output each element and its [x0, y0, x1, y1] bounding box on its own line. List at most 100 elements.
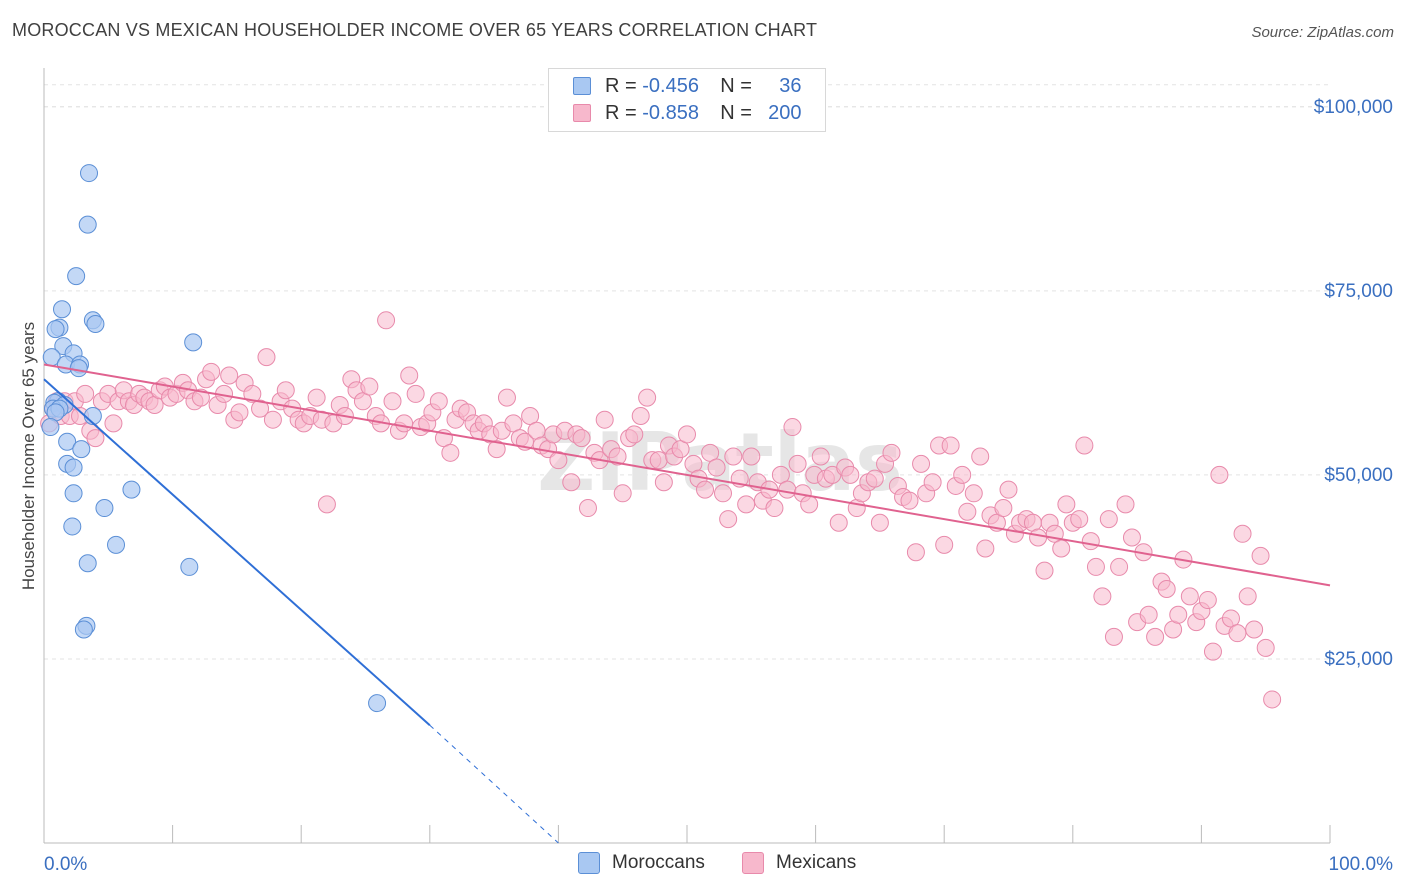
mexican-point [976, 539, 995, 558]
moroccan-point [122, 480, 141, 499]
mexican-point [935, 535, 954, 554]
y-tick-label: $100,000 [1314, 97, 1393, 118]
mexican-point [1029, 528, 1048, 547]
mexican-point [497, 388, 516, 407]
moroccan-point [72, 440, 91, 459]
mexican-point [86, 429, 105, 448]
mexican-point [549, 451, 568, 470]
moroccan-point [184, 333, 203, 352]
mexican-point [649, 451, 668, 470]
mexican-point [1110, 557, 1129, 576]
mexican-point [829, 513, 848, 532]
moroccan-point [58, 432, 77, 451]
mexican-point [1099, 510, 1118, 529]
moroccan-point [67, 267, 86, 286]
mexican-point [631, 407, 650, 426]
mexican-point [1139, 605, 1158, 624]
chart-title: MOROCCAN VS MEXICAN HOUSEHOLDER INCOME O… [12, 20, 818, 40]
mexican-point [1104, 627, 1123, 646]
mexican-point [1238, 587, 1257, 606]
mexican-point [1070, 510, 1089, 529]
mexican-point [572, 429, 591, 448]
moroccan-point [95, 499, 114, 518]
mexican-point [906, 543, 925, 562]
mexican-point [1256, 638, 1275, 657]
mexican-point [714, 484, 733, 503]
bottom-legend-moroccans: Moroccans [578, 852, 705, 874]
moroccan-point [64, 484, 83, 503]
mexican-point [251, 399, 270, 418]
mexican-point [841, 465, 860, 484]
mexicans-n-value: 200 [768, 101, 802, 124]
mexicans-trend-line [43, 363, 1331, 587]
mexican-point [923, 473, 942, 492]
mexican-point [1251, 546, 1270, 565]
mexican-point [406, 384, 425, 403]
mexican-point [696, 480, 715, 499]
moroccan-point [80, 164, 99, 183]
moroccans-n-value: 36 [779, 74, 802, 97]
mexican-point [765, 499, 784, 518]
y-tick-label: $75,000 [1324, 281, 1393, 302]
mexican-point [1180, 587, 1199, 606]
moroccan-point [53, 300, 72, 319]
mexican-point [1116, 495, 1135, 514]
mexican-point [307, 388, 326, 407]
mexican-point [1081, 532, 1100, 551]
mexican-point [230, 403, 249, 422]
mexican-point [104, 414, 123, 433]
mexican-point [377, 311, 396, 330]
mexican-point [595, 410, 614, 429]
moroccan-point [368, 694, 387, 713]
mexicans-r-value: -0.858 [642, 101, 699, 124]
mexican-point [953, 465, 972, 484]
mexican-point [882, 443, 901, 462]
mexican-point [912, 454, 931, 473]
mexican-point [276, 381, 295, 400]
mexican-point [788, 454, 807, 473]
mexican-point [800, 495, 819, 514]
mexican-point [1198, 591, 1217, 610]
mexican-point [441, 443, 460, 462]
moroccan-point [78, 554, 97, 573]
mexican-point [724, 447, 743, 466]
mexican-point [1263, 690, 1282, 709]
mexican-point [654, 473, 673, 492]
legend-row-moroccans: R = -0.456 N = 36 [573, 73, 802, 99]
mexican-point [263, 410, 282, 429]
y-axis-label: Householder Income Over 65 years [19, 322, 38, 590]
moroccan-point [69, 359, 88, 378]
n-label: N = [720, 101, 752, 124]
mexican-point [562, 473, 581, 492]
mexican-point [608, 447, 627, 466]
mexican-point [811, 447, 830, 466]
r-label: R = [605, 101, 637, 124]
y-tick-label: $25,000 [1324, 649, 1393, 670]
mexican-point [999, 480, 1018, 499]
mexicans-swatch [573, 104, 591, 122]
moroccan-point [41, 418, 60, 437]
mexican-point [678, 425, 696, 444]
mexican-point [870, 513, 889, 532]
moroccan-point [46, 320, 65, 339]
mexican-point [1035, 561, 1054, 580]
moroccan-point [180, 557, 199, 576]
n-label: N = [720, 74, 752, 97]
mexican-point [1093, 587, 1112, 606]
mexican-point [400, 366, 419, 385]
moroccans-trend-line [43, 378, 431, 726]
mexican-point [220, 366, 239, 385]
mexican-point [76, 384, 95, 403]
moroccan-point [74, 620, 93, 639]
r-label: R = [605, 74, 637, 97]
stats-legend: R = -0.456 N = 36 R = -0.858 N = 200 [548, 68, 826, 132]
moroccans-legend-swatch [578, 852, 600, 874]
mexican-point [971, 447, 990, 466]
moroccan-point [64, 458, 83, 477]
x-tick-label: 100.0% [1329, 854, 1394, 875]
mexican-point [1203, 642, 1222, 661]
mexican-point [1228, 624, 1247, 643]
mexican-point [638, 388, 657, 407]
moroccan-point [63, 517, 82, 536]
